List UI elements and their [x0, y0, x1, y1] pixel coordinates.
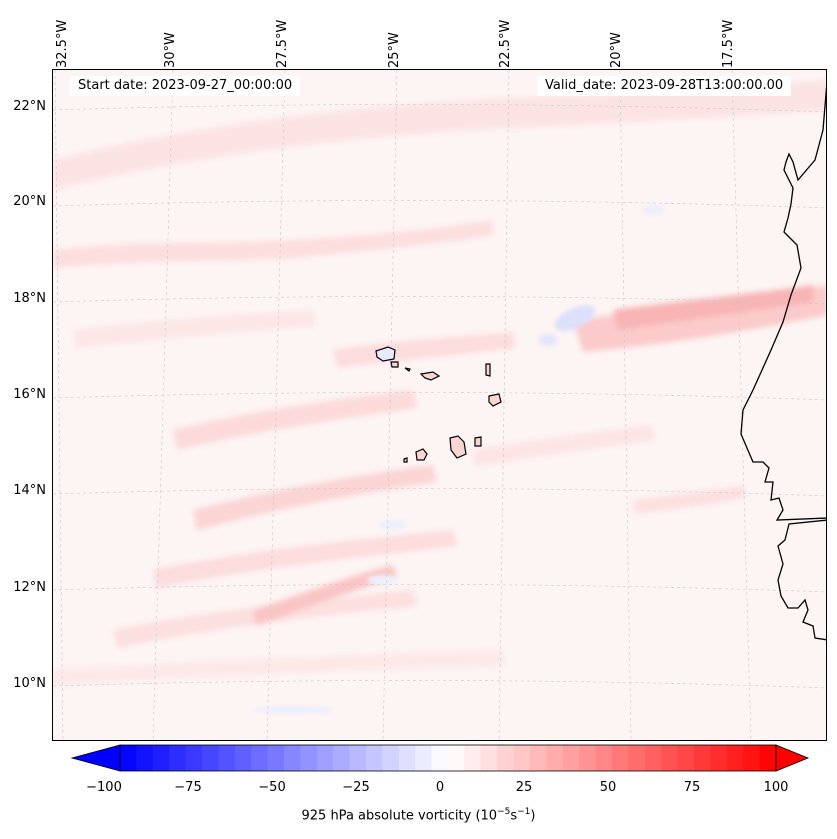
- lon-label-30w: 30°W: [163, 32, 178, 68]
- colorbar-segment: [316, 745, 334, 771]
- colorbar-segment: [759, 745, 777, 771]
- colorbar-segment: [464, 745, 482, 771]
- colorbar-tick-100: 100: [763, 780, 789, 795]
- colorbar-segment: [448, 745, 465, 771]
- colorbar-segment: [546, 745, 564, 771]
- colorbar-segment: [202, 745, 219, 771]
- colorbar-tick-minus-75: −75: [174, 780, 202, 795]
- colorbar-segment: [628, 745, 646, 771]
- start-date-label: Start date: 2023-09-27_00:00:00: [70, 76, 301, 96]
- lon-label-27-5w: 27.5°W: [275, 19, 290, 68]
- colorbar-segment: [267, 745, 285, 771]
- colorbar-segment: [366, 745, 383, 771]
- cape-verde-islands: [375, 346, 502, 463]
- colorbar-tick-75: 75: [683, 780, 701, 795]
- colorbar-segment: [284, 745, 301, 771]
- negative-vorticity-patches: [253, 205, 665, 714]
- colorbar-segment: [480, 745, 498, 771]
- lon-label-22-5w: 22.5°W: [498, 19, 513, 68]
- colorbar-segment: [710, 745, 728, 771]
- lat-label-16n: 16°N: [13, 387, 46, 402]
- colorbar-segment: [169, 745, 187, 771]
- island-boa-vista: [488, 393, 502, 407]
- colorbar-segment: [300, 745, 318, 771]
- colorbar-segment: [726, 745, 744, 771]
- colorbar-segment: [234, 745, 252, 771]
- island-maio: [474, 436, 482, 447]
- colorbar-segment: [562, 745, 580, 771]
- colorbar-segment: [152, 745, 170, 771]
- island-fogo: [415, 448, 428, 461]
- lat-label-20n: 20°N: [13, 194, 46, 209]
- colorbar-segment: [382, 745, 400, 771]
- colorbar-segment: [595, 745, 613, 771]
- gridlines: [53, 70, 826, 740]
- colorbar-tick-minus-25: −25: [342, 780, 370, 795]
- lat-label-12n: 12°N: [13, 580, 46, 595]
- lon-label-20w: 20°W: [609, 32, 624, 68]
- africa-coastline: [740, 86, 826, 641]
- colorbar-label: 925 hPa absolute vorticity (10−5s−1): [301, 807, 536, 824]
- colorbar-tick-minus-100: −100: [86, 780, 122, 795]
- lon-label-25w: 25°W: [387, 32, 402, 68]
- colorbar-segment: [743, 745, 761, 771]
- lon-label-17-5w: 17.5°W: [721, 19, 736, 68]
- colorbar-segment: [218, 745, 236, 771]
- lat-label-22n: 22°N: [13, 99, 46, 114]
- island-sal: [485, 363, 491, 377]
- colorbar-segment: [349, 745, 367, 771]
- colorbar-segment: [333, 745, 351, 771]
- colorbar-segment: [120, 745, 137, 771]
- valid-date-label: Valid_date: 2023-09-28T13:00:00.00: [537, 76, 792, 96]
- colorbar-segment: [661, 745, 679, 771]
- lat-label-14n: 14°N: [13, 483, 46, 498]
- colorbar-segment: [251, 745, 269, 771]
- map-panel[interactable]: [52, 69, 827, 741]
- colorbar-segment: [612, 745, 629, 771]
- lat-label-18n: 18°N: [13, 291, 46, 306]
- colorbar-segment: [677, 745, 695, 771]
- colorbar-extend-max: [775, 744, 810, 772]
- island-brava: [403, 457, 408, 463]
- colorbar-segment: [579, 745, 597, 771]
- colorbar-tick-minus-50: −50: [258, 780, 286, 795]
- colorbar-segment: [136, 745, 154, 771]
- colorbar-segment: [530, 745, 547, 771]
- island-santa-luzia: [404, 367, 411, 372]
- colorbar-segment: [185, 745, 203, 771]
- vorticity-streaks: [53, 80, 826, 686]
- vorticity-field: [53, 70, 826, 740]
- colorbar-tick-25: 25: [515, 780, 533, 795]
- lon-label-32-5w: 32.5°W: [55, 19, 70, 68]
- island-santiago: [449, 435, 467, 459]
- lat-label-10n: 10°N: [13, 676, 46, 691]
- vorticity-colorbar: [70, 744, 810, 772]
- colorbar-segment: [398, 745, 416, 771]
- colorbar-outline: [119, 744, 777, 772]
- island-sao-nicolau: [419, 371, 441, 381]
- colorbar-tick-0: 0: [435, 780, 445, 795]
- colorbar-segment: [644, 745, 662, 771]
- island-santo-antao: [375, 346, 396, 362]
- colorbar-segment: [694, 745, 711, 771]
- colorbar-extend-min: [70, 744, 121, 772]
- colorbar-segment: [415, 745, 433, 771]
- colorbar-segment: [431, 745, 449, 771]
- island-sao-vicente: [390, 361, 399, 368]
- colorbar-tick-50: 50: [599, 780, 617, 795]
- colorbar-segment: [497, 745, 515, 771]
- colorbar-segment: [513, 745, 531, 771]
